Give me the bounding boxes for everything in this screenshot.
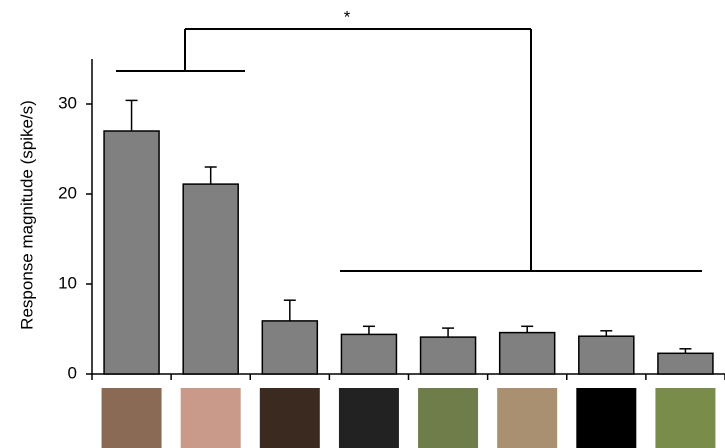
bar: [579, 336, 634, 374]
bar: [183, 184, 238, 374]
y-axis-label: Response magnitude (spike/s): [17, 100, 36, 330]
bar: [658, 353, 713, 374]
stimulus-image: [576, 388, 636, 448]
significance-star: *: [344, 7, 351, 26]
stimulus-image: [102, 388, 162, 448]
stimulus-image: [339, 388, 399, 448]
y-tick-label: 30: [58, 93, 77, 112]
bar: [500, 333, 555, 374]
stimulus-image: [655, 388, 715, 448]
stimulus-image: [418, 388, 478, 448]
chart: Response magnitude (spike/s) * 0 10 20 30: [0, 0, 725, 448]
stimulus-image: [260, 388, 320, 448]
y-tick-label: 10: [58, 273, 77, 292]
bar: [104, 131, 159, 374]
stimulus-image: [497, 388, 557, 448]
stimulus-image: [181, 388, 241, 448]
y-tick-label: 0: [68, 363, 77, 382]
bar: [262, 321, 317, 374]
bar: [341, 334, 396, 374]
y-tick-label: 20: [58, 183, 77, 202]
bar: [421, 337, 476, 374]
